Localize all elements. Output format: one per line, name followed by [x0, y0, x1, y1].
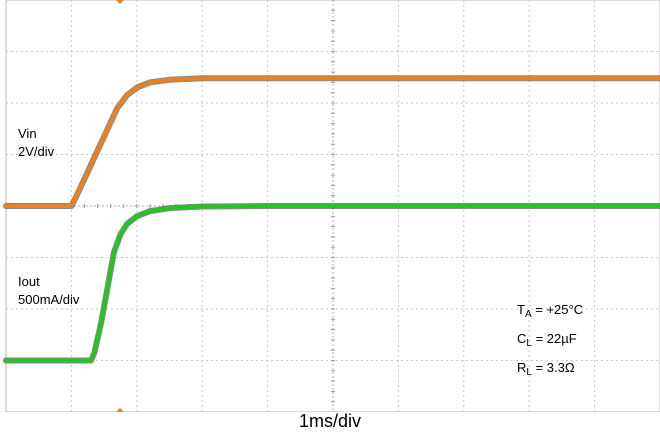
vin-label: Vin: [18, 126, 37, 141]
traces: [3, 75, 660, 364]
trigger-marker-bottom: [116, 408, 124, 412]
vin-scale-label: 2V/div: [18, 144, 55, 159]
ta-condition: TA = +25°C: [517, 302, 583, 320]
cl-condition: CL = 22µF: [517, 331, 577, 349]
rl-condition: RL = 3.3Ω: [517, 360, 575, 378]
trigger-marker-top: [116, 0, 124, 4]
trace-iout: [4, 204, 660, 363]
trace-vin: [4, 76, 660, 208]
timebase-label: 1ms/div: [298, 411, 361, 431]
iout-label: Iout: [18, 274, 40, 289]
oscilloscope-chart: Vin 2V/div Iout 500mA/div TA = +25°C CL …: [3, 0, 660, 412]
iout-scale-label: 500mA/div: [18, 292, 80, 307]
